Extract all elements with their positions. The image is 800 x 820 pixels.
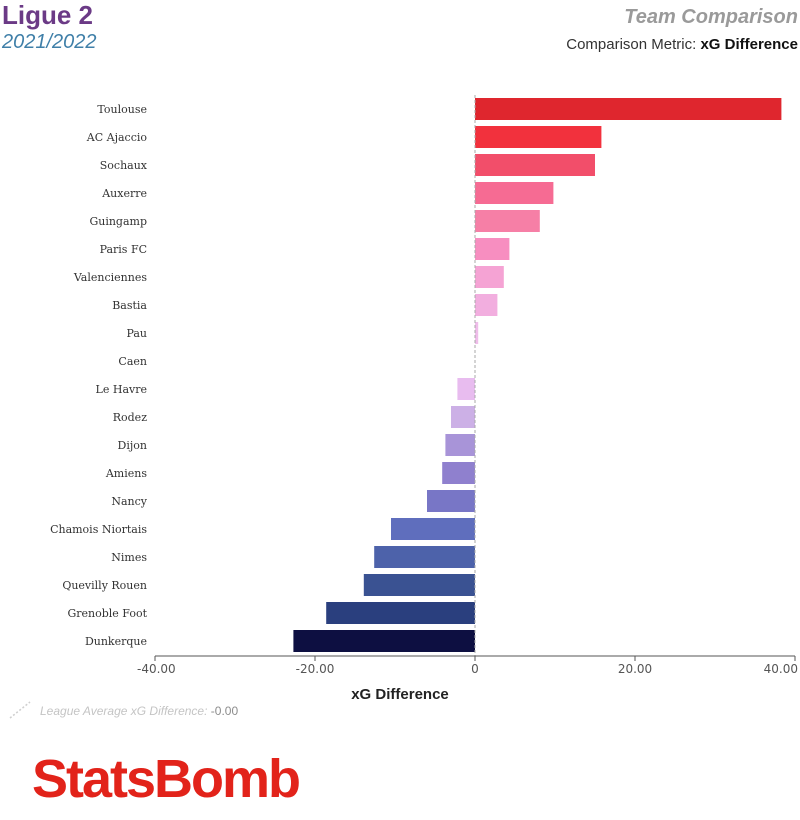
category-label: Amiens — [105, 467, 147, 480]
category-label: Le Havre — [96, 383, 147, 396]
category-label: Paris FC — [100, 243, 147, 256]
category-label: Rodez — [113, 411, 147, 424]
league-average-value: -0.00 — [210, 704, 239, 718]
report-title: Team Comparison — [624, 6, 798, 28]
category-label: Caen — [118, 355, 147, 368]
bar-toulouse — [475, 98, 782, 120]
category-label: Quevilly Rouen — [62, 579, 147, 592]
bar-auxerre — [475, 182, 554, 204]
bar-amiens — [442, 462, 475, 484]
comparison-metric: Comparison Metric: xG Difference — [566, 36, 798, 53]
bar-le-havre — [457, 378, 475, 400]
metric-label: Comparison Metric: — [566, 36, 697, 53]
x-axis-label: xG Difference — [351, 686, 449, 703]
bar-valenciennes — [475, 266, 504, 288]
category-label: Dijon — [118, 439, 147, 452]
category-label: AC Ajaccio — [86, 131, 148, 144]
bar-paris-fc — [475, 238, 510, 260]
league-average-note: League Average xG Difference: -0.00 — [40, 704, 238, 718]
league-title: Ligue 2 — [2, 0, 94, 30]
category-label: Bastia — [112, 299, 147, 312]
category-label: Toulouse — [97, 103, 147, 116]
category-label: Grenoble Foot — [67, 607, 147, 620]
bar-nancy — [427, 490, 475, 512]
category-label: Pau — [126, 327, 147, 340]
category-label: Chamois Niortais — [50, 523, 147, 536]
category-label: Auxerre — [101, 187, 147, 200]
bar-sochaux — [475, 154, 595, 176]
metric-value: xG Difference — [700, 36, 798, 53]
league-average-legend-icon — [9, 701, 31, 719]
x-tick-label: 40.00 — [764, 662, 798, 676]
category-label: Guingamp — [89, 215, 147, 228]
bar-dunkerque — [293, 630, 475, 652]
category-label: Sochaux — [100, 159, 148, 172]
category-label: Nimes — [111, 551, 147, 564]
bar-nimes — [374, 546, 475, 568]
bar-ac-ajaccio — [475, 126, 602, 148]
category-label: Valenciennes — [73, 271, 147, 284]
x-tick-label: 0 — [471, 662, 479, 676]
bar-grenoble-foot — [326, 602, 475, 624]
x-tick-label: 20.00 — [618, 662, 652, 676]
bar-guingamp — [475, 210, 540, 232]
bar-pau — [475, 322, 479, 344]
statsbomb-logo: StatsBomb — [32, 749, 301, 809]
category-label: Nancy — [111, 495, 147, 508]
bar-dijon — [445, 434, 475, 456]
bar-bastia — [475, 294, 498, 316]
season-label: 2021/2022 — [2, 31, 97, 53]
league-average-label: League Average xG Difference: — [40, 704, 208, 718]
bar-quevilly-rouen — [363, 574, 475, 596]
category-label: Dunkerque — [85, 635, 147, 648]
x-tick-label: -40.00 — [137, 662, 176, 676]
bar-chamois-niortais — [391, 518, 475, 540]
x-tick-label: -20.00 — [296, 662, 335, 676]
bar-rodez — [451, 406, 475, 428]
